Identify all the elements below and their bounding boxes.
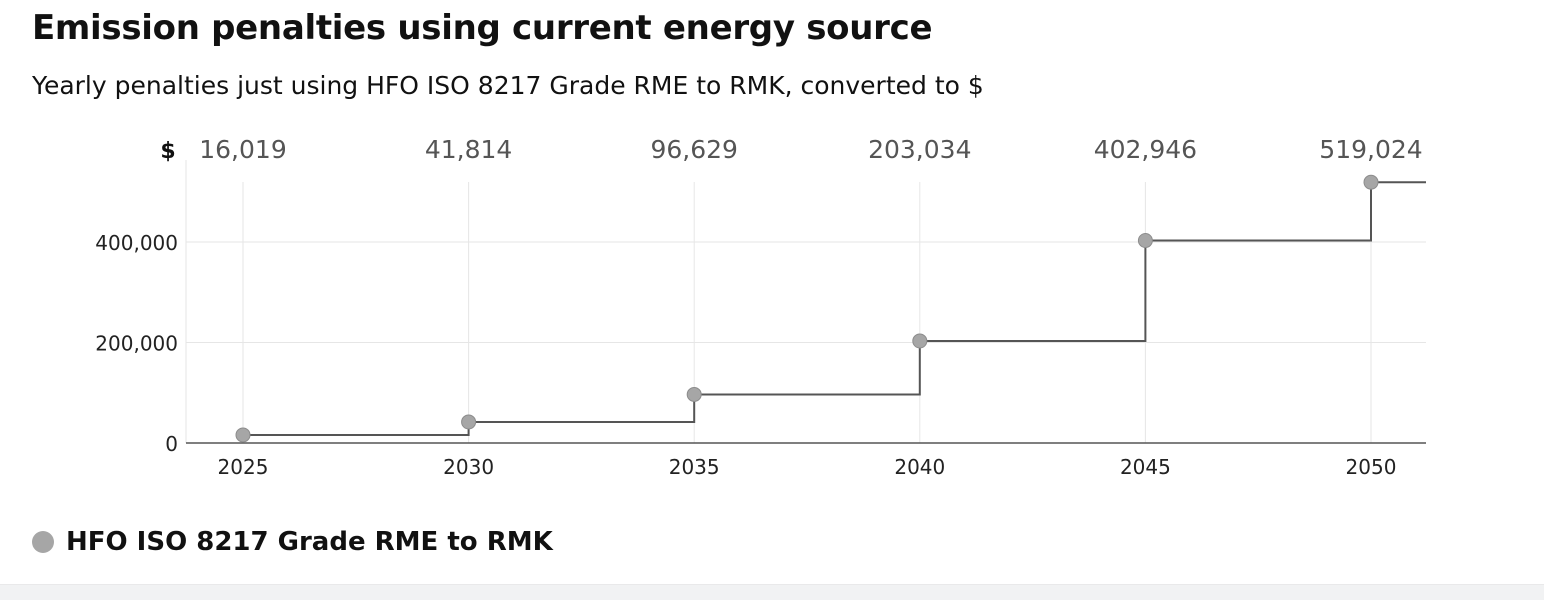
data-point — [235, 427, 251, 443]
y-tick-label: 0 — [165, 432, 178, 456]
x-tick-label: 2045 — [1120, 455, 1171, 479]
chart-card: Emission penalties using current energy … — [0, 0, 1544, 585]
series-line — [243, 181, 1426, 436]
legend-marker — [32, 531, 54, 553]
currency-label: $ — [160, 139, 175, 164]
value-label: 96,629 — [650, 135, 737, 164]
x-tick-label: 2050 — [1346, 455, 1397, 479]
value-label: 402,946 — [1094, 135, 1197, 164]
data-point — [1363, 174, 1379, 190]
data-point — [912, 333, 928, 349]
y-tick-label: 200,000 — [95, 332, 178, 356]
value-label: 519,024 — [1319, 135, 1422, 164]
value-label: 41,814 — [425, 135, 512, 164]
x-tick-label: 2030 — [443, 455, 494, 479]
step-line-chart: 0 200,000 400,000 2025 2030 2035 2040 2045 2050 $… — [95, 135, 1426, 479]
data-point — [461, 414, 477, 430]
y-tick-label: 400,000 — [95, 231, 178, 255]
data-point — [686, 386, 702, 402]
x-tick-label: 2025 — [218, 455, 269, 479]
chart-subtitle: Yearly penalties just using HFO ISO 8217… — [32, 71, 984, 100]
legend-label: HFO ISO 8217 Grade RME to RMK — [66, 527, 553, 557]
x-tick-label: 2035 — [669, 455, 720, 479]
value-label: 203,034 — [868, 135, 971, 164]
legend[interactable]: HFO ISO 8217 Grade RME to RMK — [32, 524, 553, 560]
data-point — [1137, 233, 1153, 249]
value-label: 16,019 — [199, 135, 286, 164]
x-tick-label: 2040 — [894, 455, 945, 479]
chart-title: Emission penalties using current energy … — [32, 8, 933, 48]
